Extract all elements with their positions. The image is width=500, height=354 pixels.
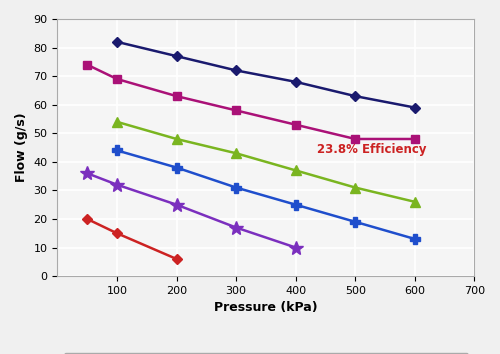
6 Volts: [114, 183, 120, 187]
10 Volts: [292, 168, 298, 172]
12 Volts: [292, 122, 298, 127]
Line: 8 Volts: 8 Volts: [112, 145, 420, 244]
8 Volts: [412, 237, 418, 241]
13.5 Volts: [352, 94, 358, 98]
Y-axis label: Flow (g/s): Flow (g/s): [15, 113, 28, 182]
10 Volts: [352, 185, 358, 190]
12 Volts: [84, 63, 90, 67]
13.5 Volts: [412, 105, 418, 110]
Line: 6 Volts: 6 Volts: [80, 166, 302, 255]
12 Volts: [412, 137, 418, 141]
12 Volts: [352, 137, 358, 141]
8 Volts: [292, 202, 298, 207]
8 Volts: [114, 148, 120, 153]
Line: 13.5 Volts: 13.5 Volts: [114, 38, 418, 111]
10 Volts: [233, 151, 239, 155]
8 Volts: [233, 185, 239, 190]
13.5 Volts: [114, 40, 120, 44]
13.5 Volts: [233, 68, 239, 73]
6 Volts: [174, 202, 180, 207]
Line: 4 Volts: 4 Volts: [84, 216, 180, 262]
4 Volts: [84, 217, 90, 221]
6 Volts: [292, 245, 298, 250]
12 Volts: [174, 94, 180, 98]
8 Volts: [174, 165, 180, 170]
10 Volts: [114, 120, 120, 124]
8 Volts: [352, 220, 358, 224]
12 Volts: [114, 77, 120, 81]
13.5 Volts: [174, 54, 180, 58]
12 Volts: [233, 108, 239, 113]
Line: 12 Volts: 12 Volts: [83, 61, 419, 143]
4 Volts: [114, 231, 120, 235]
6 Volts: [84, 171, 90, 175]
6 Volts: [233, 225, 239, 230]
10 Volts: [174, 137, 180, 141]
4 Volts: [174, 257, 180, 261]
10 Volts: [412, 200, 418, 204]
Legend: 4 Volts, 6 Volts, 8 Volts, 10 Volts, 12 Volts, 13.5 Volts: 4 Volts, 6 Volts, 8 Volts, 10 Volts, 12 …: [64, 353, 468, 354]
13.5 Volts: [292, 80, 298, 84]
Text: 23.8% Efficiency: 23.8% Efficiency: [316, 143, 426, 156]
X-axis label: Pressure (kPa): Pressure (kPa): [214, 301, 318, 314]
Line: 10 Volts: 10 Volts: [112, 117, 420, 207]
